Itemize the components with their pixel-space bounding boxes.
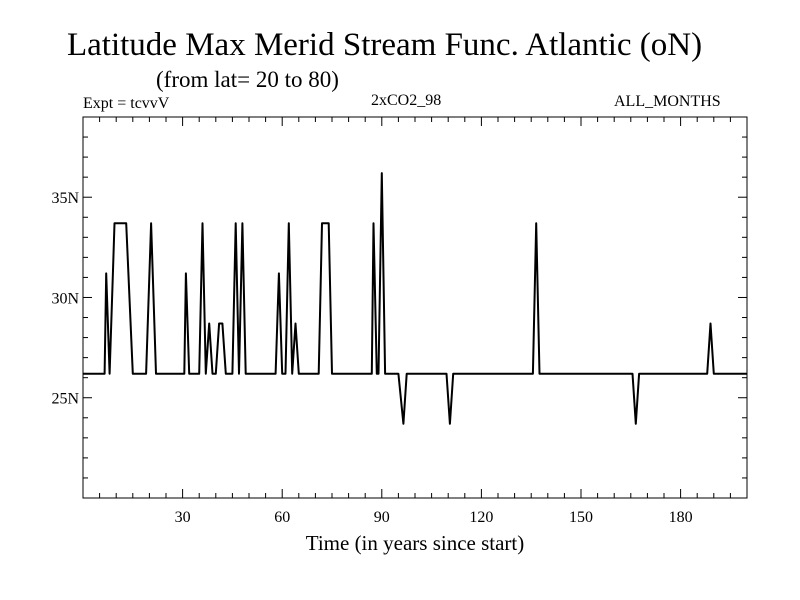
y-tick-label: 35N	[51, 190, 79, 207]
x-axis-label: Time (in years since start)	[306, 531, 525, 555]
y-tick-label: 30N	[51, 290, 79, 307]
y-tick-label: 25N	[51, 391, 79, 408]
x-tick-label: 60	[274, 509, 290, 526]
chart-subtitle: (from lat= 20 to 80)	[156, 67, 339, 92]
x-tick-label: 30	[175, 509, 191, 526]
x-tick-label: 180	[669, 509, 693, 526]
experiment-label: Expt = tcvvV	[83, 95, 170, 112]
x-tick-label: 120	[469, 509, 493, 526]
axis-ticks	[83, 117, 747, 498]
run-label: 2xCO2_98	[371, 92, 442, 109]
months-label: ALL_MONTHS	[614, 93, 721, 110]
x-tick-label: 150	[569, 509, 593, 526]
axis-tick-labels: 30 60 90 120 150 180 25N 30N 35N	[51, 190, 692, 526]
x-tick-label: 90	[374, 509, 390, 526]
chart-title: Latitude Max Merid Stream Func. Atlantic…	[67, 27, 703, 63]
plot-frame	[82, 116, 748, 499]
series-line	[83, 172, 747, 425]
